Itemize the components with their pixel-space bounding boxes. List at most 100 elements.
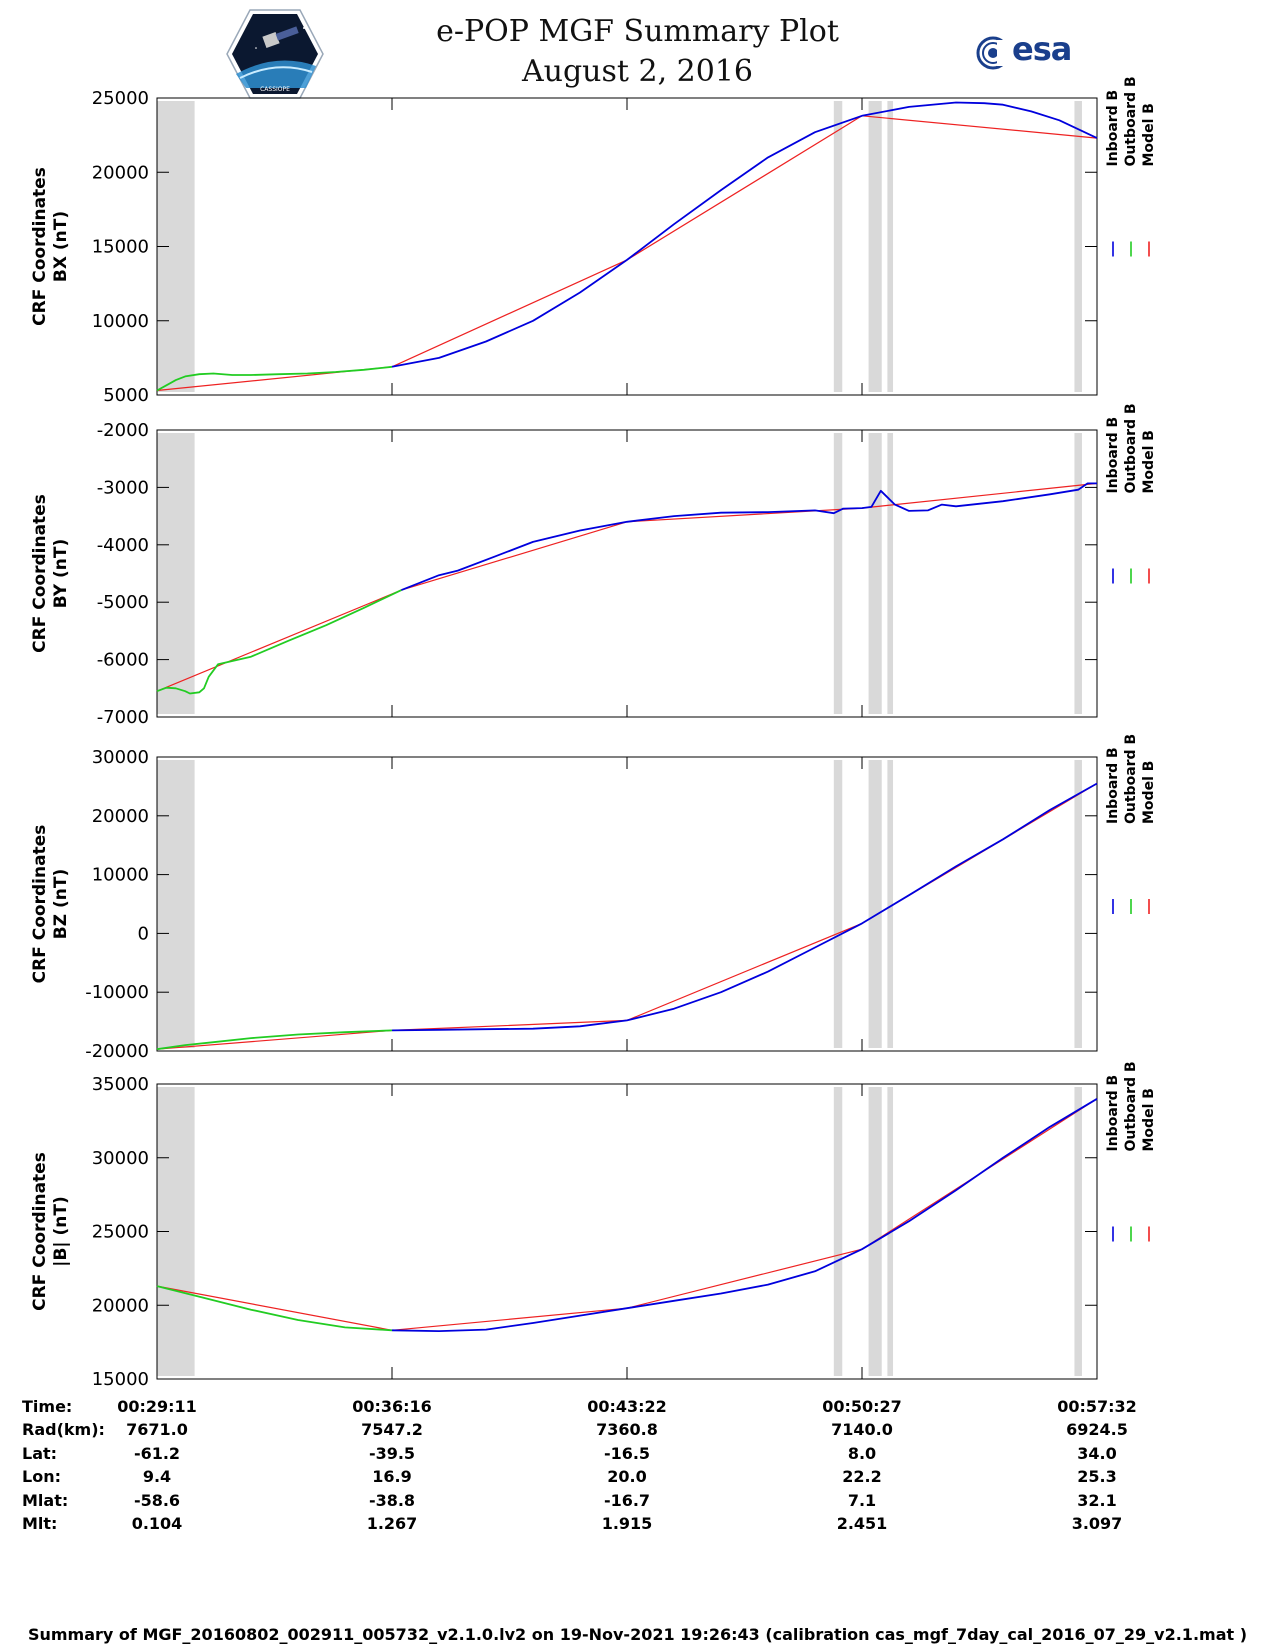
plot-frame [156, 429, 1098, 718]
esa-logo: esa [975, 30, 1090, 76]
ephemeris-cell: 7.1 [847, 1491, 877, 1510]
series-line-model-b [156, 115, 1098, 392]
y-tick-label: -6000 [97, 650, 149, 671]
y-tick-label: 5000 [103, 385, 149, 406]
plot-title: e-POP MGF Summary Plot [436, 14, 839, 49]
legend-label: Inboard B [1105, 90, 1121, 167]
ephemeris-cell: 34.0 [1077, 1444, 1117, 1463]
panel-1: 5000 10000 15000 20000 25000 CRF CoordinatesB… [30, 76, 1157, 406]
panel-4: 15000 20000 25000 30000 35000 CRF Coordinates… [30, 1061, 1157, 1390]
cassiope-logo-caption: CASSIOPE [260, 86, 290, 93]
ephemeris-row-label: Time: [22, 1397, 73, 1416]
y-tick-label: -20000 [85, 1041, 149, 1062]
gap-band [868, 101, 882, 392]
y-tick-label: -5000 [97, 592, 149, 613]
legend-label: Inboard B [1105, 1075, 1121, 1152]
ephemeris-cell: -38.8 [368, 1491, 416, 1510]
y-tick-label: 10000 [92, 865, 149, 886]
ephemeris-cell: 7360.8 [596, 1420, 658, 1439]
plot-frame [156, 1083, 1098, 1380]
legend-label: Model B [1141, 1088, 1157, 1151]
legend-label: Model B [1141, 430, 1157, 493]
gap-band [833, 433, 843, 714]
gap-band [1074, 101, 1082, 392]
ephemeris-cell: 3.097 [1071, 1514, 1123, 1533]
series-line-outboard-b [156, 589, 402, 695]
series-line-model-b [156, 1098, 1098, 1331]
ephemeris-row-label: Lat: [22, 1444, 58, 1463]
y-axis-label-line1: CRF Coordinates [30, 167, 50, 326]
gap-band [868, 1087, 882, 1376]
ephemeris-cell: 6924.5 [1066, 1420, 1128, 1439]
y-tick-label: -7000 [97, 707, 149, 728]
y-tick-label: 15000 [92, 1369, 149, 1390]
plot-frame [156, 97, 1098, 396]
legend-label: Model B [1141, 103, 1157, 166]
legend-label: Inboard B [1105, 417, 1121, 494]
gap-band [1074, 1087, 1082, 1376]
ephemeris-cell: -39.5 [368, 1444, 416, 1463]
series-line-outboard-b [156, 1285, 393, 1332]
y-tick-label: -3000 [97, 477, 149, 498]
series-line-model-b [156, 482, 1098, 692]
ephemeris-cell: 0.104 [131, 1514, 183, 1533]
y-axis-label-line1: CRF Coordinates [30, 825, 50, 984]
y-tick-label: -2000 [97, 420, 149, 441]
y-tick-label: 25000 [92, 88, 149, 109]
gap-band [833, 1087, 843, 1376]
gap-band [833, 101, 843, 392]
ephemeris-cell: 8.0 [847, 1444, 877, 1463]
ephemeris-cell: 25.3 [1077, 1467, 1117, 1486]
ephemeris-cell: 32.1 [1077, 1491, 1117, 1510]
ephemeris-cell: 00:50:27 [822, 1397, 902, 1416]
ephemeris-cell: 7671.0 [126, 1420, 188, 1439]
esa-logo-text: esa [1012, 30, 1072, 68]
series-line-inboard-b [391, 782, 1098, 1032]
y-axis-label-line2: |B| (nT) [51, 1196, 71, 1267]
series-line-inboard-b [391, 1098, 1098, 1332]
ephemeris-cell: -16.7 [603, 1491, 651, 1510]
ephemeris-cell: 00:43:22 [587, 1397, 667, 1416]
legend-label: Inboard B [1105, 747, 1121, 824]
y-axis-label: CRF CoordinatesBY (nT) [30, 494, 71, 653]
gap-band [157, 433, 195, 714]
y-tick-label: 15000 [92, 237, 149, 258]
legend-label: Model B [1141, 761, 1157, 824]
ephemeris-cell: 22.2 [842, 1467, 882, 1486]
ephemeris-cell: -58.6 [133, 1491, 181, 1510]
y-tick-label: 20000 [92, 1295, 149, 1316]
legend-label: Outboard B [1123, 403, 1139, 493]
gap-band [868, 760, 882, 1048]
y-tick-label: 25000 [92, 1222, 149, 1243]
y-axis-label-line1: CRF Coordinates [30, 1152, 50, 1311]
series-line-outboard-b [156, 365, 393, 392]
y-axis-label-line2: BY (nT) [51, 539, 71, 609]
ephemeris-row-label: Lon: [22, 1467, 61, 1486]
ephemeris-cell: 7140.0 [831, 1420, 893, 1439]
gap-band [1074, 433, 1082, 714]
gap-band [887, 101, 894, 392]
plot-date: August 2, 2016 [521, 54, 753, 89]
ephemeris-row-label: Mlat: [22, 1491, 69, 1510]
ephemeris-cell: 00:36:16 [352, 1397, 432, 1416]
y-tick-label: 10000 [92, 311, 149, 332]
gap-band [887, 760, 894, 1048]
y-axis-label-line1: CRF Coordinates [30, 494, 50, 653]
plot-frame [156, 756, 1098, 1052]
y-axis-label: CRF Coordinates|B| (nT) [30, 1152, 71, 1311]
legend-label: Outboard B [1123, 734, 1139, 824]
ephemeris-cell: 20.0 [607, 1467, 647, 1486]
gap-band [1074, 760, 1082, 1048]
series-line-outboard-b [156, 1029, 393, 1051]
series-line-inboard-b [391, 101, 1098, 368]
ephemeris-cell: 1.267 [366, 1514, 418, 1533]
y-tick-label: 0 [138, 923, 149, 944]
cassiope-logo: CASSIOPE [226, 8, 324, 100]
ephemeris-cell: 00:57:32 [1057, 1397, 1137, 1416]
ephemeris-row-label: Mlt: [22, 1514, 58, 1533]
series-line-model-b [156, 782, 1098, 1050]
ephemeris-cell: -16.5 [603, 1444, 651, 1463]
y-tick-label: 35000 [92, 1074, 149, 1095]
